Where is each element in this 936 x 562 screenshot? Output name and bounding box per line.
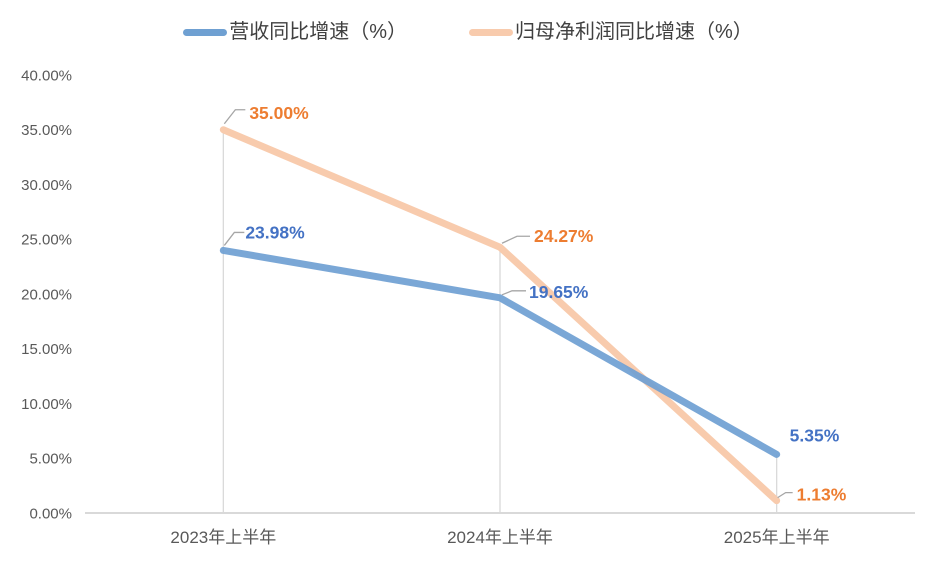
y-axis-tick-label: 20.00% xyxy=(21,286,72,303)
data-label-leader-line xyxy=(223,109,246,125)
net-profit-yoy-data-label: 35.00% xyxy=(249,103,309,123)
legend-item-net-profit-yoy[interactable]: 归母净利润同比增速（%） xyxy=(469,18,753,46)
data-label-leader-line xyxy=(501,235,530,244)
y-axis-tick-label: 15.00% xyxy=(21,341,72,358)
y-axis-tick-label: 40.00% xyxy=(21,67,72,84)
revenue-yoy-data-label: 23.98% xyxy=(245,222,305,242)
net-profit-yoy-data-label: 24.27% xyxy=(534,226,594,246)
revenue-yoy-line[interactable] xyxy=(219,246,781,458)
legend-label-net-profit-yoy: 归母净利润同比增速（%） xyxy=(515,21,753,43)
revenue-line-marker-icon xyxy=(183,28,228,36)
revenue-yoy-data-label: 5.35% xyxy=(790,425,840,445)
x-axis-tick-label: 2023年上半年 xyxy=(170,528,276,547)
net-profit-yoy-line[interactable] xyxy=(219,126,781,505)
x-axis-tick-label: 2024年上半年 xyxy=(447,528,553,547)
net-profit-line-marker-icon xyxy=(469,28,513,36)
revenue-yoy-data-label: 19.65% xyxy=(529,282,589,302)
y-axis-tick-label: 30.00% xyxy=(21,177,72,194)
y-axis-tick-label: 10.00% xyxy=(21,396,72,413)
data-label-leader-line xyxy=(223,231,245,246)
net-profit-yoy-data-label: 1.13% xyxy=(797,485,847,505)
data-label-leader-line xyxy=(501,290,526,296)
legend-label-revenue-yoy: 营收同比增速（%） xyxy=(229,21,407,43)
y-axis-tick-label: 0.00% xyxy=(29,505,72,522)
legend-item-revenue-yoy[interactable]: 营收同比增速（%） xyxy=(183,18,407,46)
data-label-leader-line xyxy=(777,491,793,499)
y-axis-tick-label: 25.00% xyxy=(21,232,72,249)
chart-legend: 营收同比增速（%） 归母净利润同比增速（%） xyxy=(0,18,936,46)
x-axis-tick-label: 2025年上半年 xyxy=(724,528,830,547)
y-axis-tick-label: 35.00% xyxy=(21,122,72,139)
y-axis-tick-label: 5.00% xyxy=(29,451,72,468)
